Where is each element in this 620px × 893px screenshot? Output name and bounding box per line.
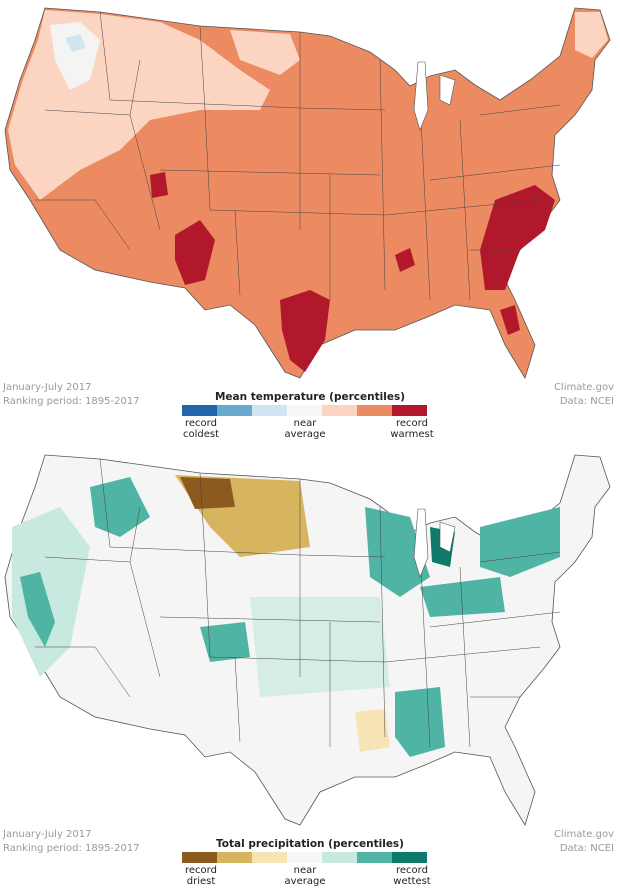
precipitation-legend-high: record wettest xyxy=(393,865,431,887)
temperature-legend-mid: near average xyxy=(284,418,326,440)
precipitation-map-panel: January-July 2017 Ranking period: 1895-2… xyxy=(0,447,620,893)
lake-huron xyxy=(439,521,456,553)
legend-swatch xyxy=(182,852,217,863)
temperature-legend-high: record warmest xyxy=(390,418,434,440)
temperature-ranking-text: Ranking period: 1895-2017 xyxy=(3,396,140,407)
wet-region-southeast xyxy=(395,687,445,757)
temperature-period-text: January-July 2017 xyxy=(3,382,92,393)
light-region-north xyxy=(230,30,300,75)
precipitation-legend-mid: near average xyxy=(284,865,326,887)
legend-swatch xyxy=(287,405,322,416)
record-warm-texas xyxy=(280,290,330,372)
blue-region-nw xyxy=(65,34,86,52)
state-borders xyxy=(35,11,561,301)
precipitation-period-text: January-July 2017 xyxy=(3,829,92,840)
wet-region-california xyxy=(20,572,55,647)
wet-region-northwest xyxy=(90,477,150,537)
legend-swatch xyxy=(252,405,287,416)
temperature-legend-low: record coldest xyxy=(182,418,220,440)
wet-region-west-coast xyxy=(12,507,90,677)
legend-swatch xyxy=(392,405,427,416)
white-region-nw xyxy=(50,22,100,90)
precipitation-map xyxy=(4,454,611,826)
precipitation-ranking-text: Ranking period: 1895-2017 xyxy=(3,843,140,854)
legend-swatch xyxy=(357,852,392,863)
lake-michigan xyxy=(413,508,429,578)
precipitation-legend-low: record driest xyxy=(185,865,217,887)
record-warm-colorado xyxy=(150,172,168,198)
legend-swatch xyxy=(392,852,427,863)
record-warm-southwest xyxy=(175,220,215,285)
lake-michigan xyxy=(413,61,429,131)
legend-swatch xyxy=(287,852,322,863)
temperature-legend-title: Mean temperature (percentiles) xyxy=(214,391,406,403)
dry-region-record-montana xyxy=(180,477,235,509)
temperature-data-source-text: Data: NCEI xyxy=(559,396,614,407)
state-borders xyxy=(35,458,561,748)
record-warm-florida xyxy=(500,305,520,335)
lake-huron xyxy=(439,74,456,106)
wet-region-central xyxy=(250,597,390,697)
record-warm-gulf xyxy=(395,248,415,272)
temperature-map-panel: January-July 2017 Ranking period: 1895-2… xyxy=(0,0,620,446)
precipitation-data-source-text: Data: NCEI xyxy=(559,843,614,854)
legend-swatch xyxy=(252,852,287,863)
temperature-source-text: Climate.gov xyxy=(553,382,614,393)
wet-region-ohio-valley xyxy=(420,577,505,617)
light-region-northeast xyxy=(575,12,608,58)
legend-swatch xyxy=(322,405,357,416)
legend-swatch xyxy=(182,405,217,416)
precipitation-legend-bar xyxy=(182,852,427,863)
legend-swatch xyxy=(217,852,252,863)
record-warm-southeast xyxy=(480,185,555,290)
legend-swatch xyxy=(357,405,392,416)
dry-region-south xyxy=(355,709,390,752)
temperature-legend-bar xyxy=(182,405,427,416)
precipitation-legend-title: Total precipitation (percentiles) xyxy=(216,838,404,850)
precipitation-source-text: Climate.gov xyxy=(553,829,614,840)
legend-swatch xyxy=(322,852,357,863)
legend-swatch xyxy=(217,405,252,416)
temperature-map xyxy=(4,7,611,379)
wet-region-colorado xyxy=(200,622,250,662)
